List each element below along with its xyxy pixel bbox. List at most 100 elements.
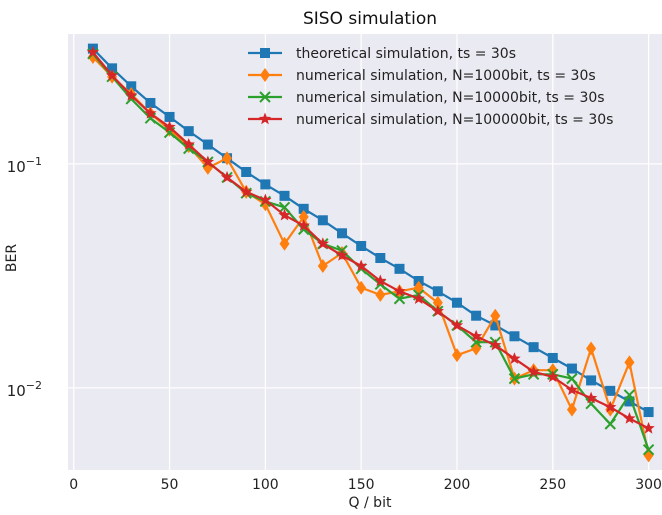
data-point [605,385,616,396]
x-tick-label: 0 [69,477,78,493]
data-point [624,396,635,407]
data-point [163,120,176,133]
data-point [431,304,444,317]
series-4 [86,45,655,434]
data-point [126,81,137,92]
data-point [450,318,464,331]
data-point [508,372,521,385]
data-point [565,383,579,396]
x-tick-label: 50 [161,477,179,493]
data-point [220,170,234,183]
legend-swatch-marker [260,68,270,82]
data-point [528,342,539,353]
data-point [375,253,386,264]
series-group [86,43,655,463]
data-point [105,69,119,81]
data-point [584,391,598,404]
data-point [566,402,577,417]
data-point [643,407,654,418]
data-point [642,443,655,456]
data-point [547,352,558,363]
data-point [240,185,253,198]
data-point [451,348,462,363]
data-point [642,421,655,434]
legend-swatch-marker [260,48,270,58]
data-point [337,228,348,239]
data-point [566,372,578,385]
data-point [490,320,501,331]
data-point [527,365,540,378]
data-point [489,338,502,351]
data-point [432,286,443,297]
data-point [107,63,118,74]
data-point [241,166,252,177]
data-point [183,142,195,155]
legend-item: numerical simulation, N=100000bit, ts = … [248,112,613,128]
data-point [393,284,406,297]
y-tick-label: 10−2 [7,379,42,400]
chart-title: SISO simulation [303,9,437,29]
data-point [316,237,330,250]
data-point [432,295,443,310]
data-point [412,292,425,305]
data-point [356,240,367,251]
data-point [125,88,138,101]
legend-label: numerical simulation, N=100000bit, ts = … [296,112,613,128]
data-point [201,155,215,168]
x-axis-label: Q / bit [349,495,392,511]
data-point [144,106,157,119]
data-point [624,355,635,370]
legend-item: numerical simulation, N=10000bit, ts = 3… [248,90,605,106]
data-point [356,280,367,295]
data-point [297,223,310,236]
y-tick-label: 10−1 [7,155,42,176]
data-point [278,201,291,214]
legend-label: numerical simulation, N=10000bit, ts = 3… [296,90,605,106]
data-point [469,329,483,342]
data-point [260,179,271,190]
legend-item: numerical simulation, N=1000bit, ts = 30… [248,68,596,84]
gridlines [68,34,662,470]
data-point [317,215,328,226]
data-point [508,352,521,364]
data-point [164,111,175,122]
legend-label: theoretical simulation, ts = 30s [296,46,516,62]
x-tick-label: 250 [539,477,566,493]
x-tick-label: 100 [252,477,279,493]
data-point [451,297,462,308]
data-point [566,363,577,374]
data-point [259,193,272,206]
legend-item: theoretical simulation, ts = 30s [248,46,516,62]
data-point [374,274,387,287]
data-point [623,412,636,424]
legend-label: numerical simulation, N=1000bit, ts = 30… [296,68,596,84]
plot-area [68,34,662,470]
data-point [471,310,482,321]
tick-labels: 0 50 100 150 200 250 300 10−1 10−2 [7,155,662,493]
data-point [490,308,501,323]
data-point [183,126,194,137]
y-axis-label: BER [4,244,20,272]
data-point [375,287,386,302]
data-point [546,370,559,383]
x-tick-label: 300 [635,477,662,493]
data-point [279,236,290,251]
data-point [298,209,309,224]
data-point [394,263,405,274]
data-point [317,259,328,274]
data-point [202,139,213,150]
data-point [354,259,368,272]
series-line [92,51,650,430]
legend: theoretical simulation, ts = 30s numerica… [248,46,613,128]
data-point [586,341,597,356]
data-point [586,375,597,386]
data-point [182,138,195,150]
data-point [222,151,233,166]
data-point [86,45,100,58]
data-point [623,389,636,401]
data-point [335,248,349,261]
data-point [297,219,310,231]
data-point [604,400,617,413]
legend-swatch-marker [258,112,272,125]
